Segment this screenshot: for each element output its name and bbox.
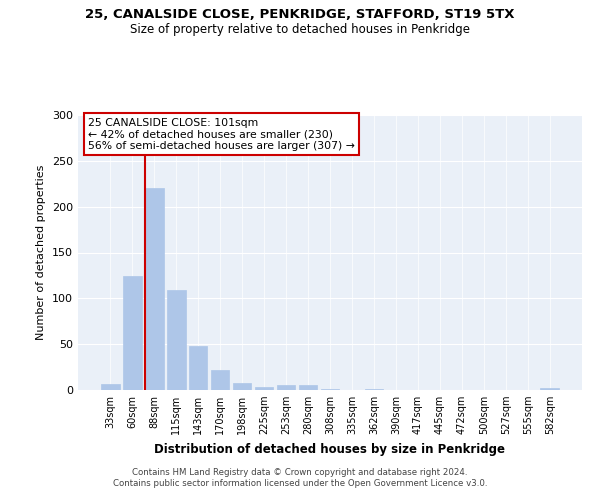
Bar	[189, 346, 208, 390]
Bar	[233, 382, 251, 390]
Text: 25 CANALSIDE CLOSE: 101sqm
← 42% of detached houses are smaller (230)
56% of sem: 25 CANALSIDE CLOSE: 101sqm ← 42% of deta…	[88, 118, 355, 151]
Text: Contains HM Land Registry data © Crown copyright and database right 2024.
Contai: Contains HM Land Registry data © Crown c…	[113, 468, 487, 487]
Bar	[167, 290, 185, 390]
Bar	[101, 384, 119, 390]
Bar	[541, 388, 559, 390]
Bar	[277, 386, 295, 390]
Text: Size of property relative to detached houses in Penkridge: Size of property relative to detached ho…	[130, 22, 470, 36]
Bar	[299, 384, 317, 390]
Bar	[145, 188, 164, 390]
Bar	[320, 389, 340, 390]
X-axis label: Distribution of detached houses by size in Penkridge: Distribution of detached houses by size …	[155, 442, 505, 456]
Bar	[211, 370, 229, 390]
Bar	[365, 389, 383, 390]
Y-axis label: Number of detached properties: Number of detached properties	[37, 165, 46, 340]
Bar	[123, 276, 142, 390]
Text: 25, CANALSIDE CLOSE, PENKRIDGE, STAFFORD, ST19 5TX: 25, CANALSIDE CLOSE, PENKRIDGE, STAFFORD…	[85, 8, 515, 20]
Bar	[255, 387, 274, 390]
